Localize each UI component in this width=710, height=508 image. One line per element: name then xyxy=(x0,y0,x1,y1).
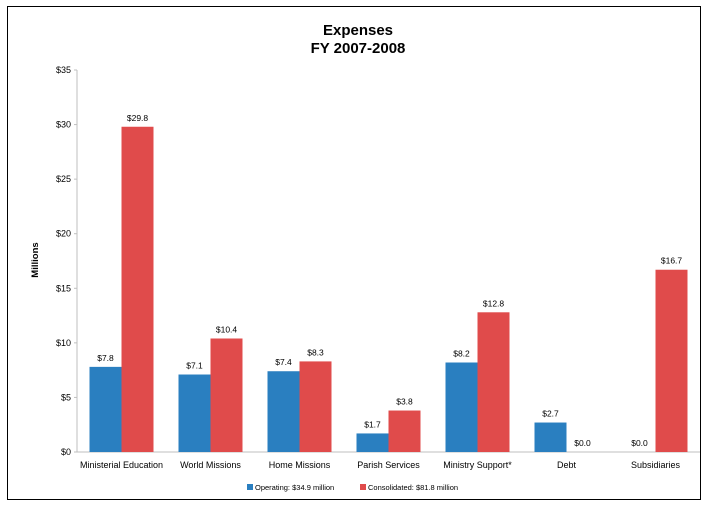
data-label: $3.8 xyxy=(396,397,413,407)
bar xyxy=(445,362,478,452)
x-tick-label: Parish Services xyxy=(357,460,420,470)
data-label: $7.4 xyxy=(275,357,292,367)
x-tick-label: World Missions xyxy=(180,460,241,470)
bar xyxy=(299,361,332,452)
bars xyxy=(89,126,688,453)
legend-label: Consolidated: $81.8 million xyxy=(368,483,458,492)
y-tick-label: $25 xyxy=(56,174,71,184)
y-axis-label: Millions xyxy=(30,242,41,277)
legend: Operating: $34.9 million Consolidated: $8… xyxy=(247,483,458,492)
data-label: $2.7 xyxy=(542,409,559,419)
chart-title-line-2: FY 2007-2008 xyxy=(311,40,406,57)
legend-swatch xyxy=(360,484,366,490)
chart-title-line-1: Expenses xyxy=(323,22,393,39)
bar xyxy=(267,371,300,452)
y-tick-label: $10 xyxy=(56,338,71,348)
data-label: $7.1 xyxy=(186,361,203,371)
data-label: $8.2 xyxy=(453,349,470,359)
y-tick-label: $35 xyxy=(56,65,71,75)
legend-label: Operating: $34.9 million xyxy=(255,483,334,492)
x-tick-label: Home Missions xyxy=(269,460,331,470)
bar xyxy=(356,433,389,452)
x-tick-label: Ministerial Education xyxy=(80,460,163,470)
x-tick-label: Subsidiaries xyxy=(631,460,681,470)
data-label: $12.8 xyxy=(483,298,505,308)
data-label: $8.3 xyxy=(307,347,324,357)
data-label: $0.0 xyxy=(631,438,648,448)
y-tick-label: $20 xyxy=(56,229,71,239)
x-tick-label: Debt xyxy=(557,460,577,470)
data-label: $0.0 xyxy=(574,438,591,448)
bar xyxy=(655,269,688,452)
bar xyxy=(534,422,567,452)
bar xyxy=(477,312,510,452)
y-tick-label: $0 xyxy=(61,447,71,457)
bar xyxy=(210,338,243,452)
bar xyxy=(178,374,211,452)
y-tick-label: $5 xyxy=(61,392,71,402)
bar xyxy=(89,366,122,452)
data-label: $29.8 xyxy=(127,113,149,123)
bar xyxy=(121,126,154,453)
data-label: $16.7 xyxy=(661,256,683,266)
data-label: $10.4 xyxy=(216,324,238,334)
data-labels: $7.8 $29.8 $7.1 $10.4 $7.4 $8.3 $1.7 $3.8 $8.2 $1… xyxy=(97,113,682,448)
data-label: $7.8 xyxy=(97,353,114,363)
bar xyxy=(388,410,421,452)
y-tick-label: $30 xyxy=(56,120,71,130)
legend-swatch xyxy=(247,484,253,490)
y-tick-label: $15 xyxy=(56,283,71,293)
x-tick-label: Ministry Support* xyxy=(443,460,512,470)
data-label: $1.7 xyxy=(364,419,381,429)
